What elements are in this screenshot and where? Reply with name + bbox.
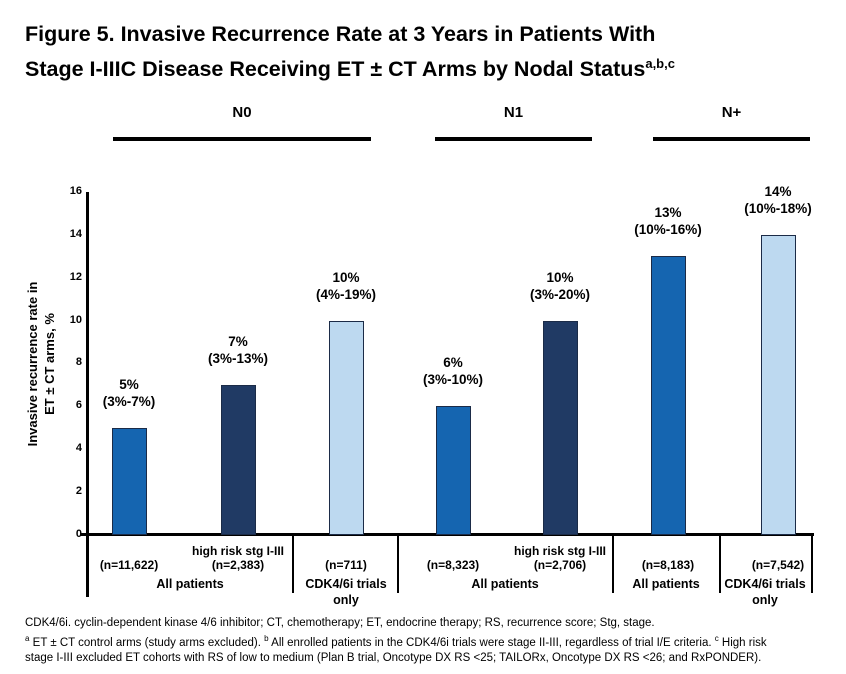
- y-tick-8: 8: [75, 356, 82, 368]
- y-tick-2: 2: [75, 485, 82, 497]
- figure-title-line2: Stage I-IIIC Disease Receiving ET ± CT A…: [25, 56, 675, 82]
- group-underline-n0: [113, 137, 371, 141]
- cell-divider-1: [292, 535, 294, 593]
- bar-value-label-n1-all: 6% (3%-10%): [422, 355, 484, 387]
- risk-label-n1: high risk stg I-III: [513, 544, 606, 558]
- cohort-label-n0-all: All patients: [156, 577, 224, 591]
- figure-title-line1: Figure 5. Invasive Recurrence Rate at 3 …: [25, 22, 656, 46]
- n-label-bar5: (n=2,706): [533, 558, 587, 572]
- y-tick-16: 16: [69, 185, 82, 197]
- n-label-bar7: (n=7,542): [751, 558, 805, 572]
- group-header-n1: N1: [503, 104, 524, 121]
- cell-divider-3: [612, 535, 614, 593]
- group-header-nplus: N+: [721, 104, 742, 121]
- cohort-label-n0-cdk: CDK4/6i trials only: [305, 577, 387, 607]
- cohort-label-nplus-all: All patients: [632, 577, 700, 591]
- footnotes: CDK4/6i. cyclin-dependent kinase 4/6 inh…: [25, 616, 825, 666]
- n-label-bar2: (n=2,383): [211, 558, 265, 572]
- bar-nplus-cdk46-trials: [761, 235, 796, 535]
- bar-n0-all-patients: [112, 428, 147, 535]
- cell-divider-right-edge: [811, 535, 813, 593]
- y-tick-4: 4: [75, 442, 82, 454]
- bar-value-label-n0-all: 5% (3%-7%): [102, 377, 156, 409]
- figure-title: Figure 5. Invasive Recurrence Rate at 3 …: [25, 20, 825, 84]
- risk-label-n0: high risk stg I-III: [191, 544, 284, 558]
- group-underline-nplus: [653, 137, 810, 141]
- bar-value-label-n0-highrisk: 7% (3%-13%): [207, 334, 269, 366]
- y-tick-10: 10: [69, 314, 82, 326]
- cohort-label-n1-all: All patients: [471, 577, 539, 591]
- y-tick-6: 6: [75, 399, 82, 411]
- bar-n1-all-patients: [436, 406, 471, 535]
- y-tick-12: 12: [69, 271, 82, 283]
- bar-value-label-n1-highrisk: 10% (3%-20%): [529, 270, 591, 302]
- y-axis-title: Invasive recurrence rate in ET ± CT arms…: [25, 281, 57, 447]
- bar-n0-high-risk: [221, 385, 256, 535]
- cell-divider-2: [397, 535, 399, 593]
- footnote-abc: a ET ± CT control arms (study arms exclu…: [25, 634, 767, 649]
- bar-value-label-nplus-all: 13% (10%-16%): [634, 205, 702, 237]
- n-label-bar3: (n=711): [325, 558, 367, 572]
- bar-value-label-nplus-cdk: 14% (10%-18%): [744, 184, 812, 216]
- cell-divider-4: [719, 535, 721, 593]
- figure-title-superscript: a,b,c: [645, 56, 675, 71]
- bar-value-label-n0-cdk: 10% (4%-19%): [315, 270, 377, 302]
- y-tick-14: 14: [69, 228, 82, 240]
- footnote-abbreviations: CDK4/6i. cyclin-dependent kinase 4/6 inh…: [25, 617, 655, 629]
- footnote-line3: stage I-III excluded ET cohorts with RS …: [25, 651, 762, 664]
- cohort-label-nplus-cdk: CDK4/6i trials only: [724, 577, 806, 607]
- n-label-bar6: (n=8,183): [641, 558, 695, 572]
- n-label-bar4: (n=8,323): [426, 558, 480, 572]
- bar-nplus-all-patients: [651, 256, 686, 535]
- group-header-n0: N0: [232, 104, 252, 121]
- y-tick-0: 0: [75, 528, 82, 540]
- y-axis-line: [86, 192, 89, 597]
- bar-n1-high-risk: [543, 321, 578, 535]
- n-label-bar1: (n=11,622): [99, 558, 159, 572]
- bar-n0-cdk46-trials: [329, 321, 364, 535]
- group-underline-n1: [435, 137, 592, 141]
